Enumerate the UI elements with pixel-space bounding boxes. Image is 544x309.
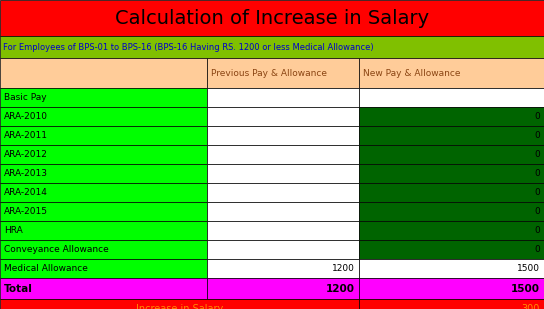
Bar <box>207 88 359 107</box>
Text: 0: 0 <box>534 188 540 197</box>
Bar <box>0 240 207 259</box>
Bar <box>207 259 359 278</box>
Bar <box>207 183 359 202</box>
Bar <box>0 259 207 278</box>
Bar <box>359 202 544 221</box>
Bar <box>207 126 359 145</box>
Text: Total: Total <box>4 283 33 294</box>
Text: 1500: 1500 <box>517 264 540 273</box>
Text: 1200: 1200 <box>326 283 355 294</box>
Text: 0: 0 <box>534 112 540 121</box>
Bar <box>359 278 544 299</box>
Bar <box>207 278 359 299</box>
Bar <box>207 221 359 240</box>
Text: Medical Allowance: Medical Allowance <box>4 264 88 273</box>
Bar <box>207 202 359 221</box>
Text: 0: 0 <box>534 226 540 235</box>
Bar <box>207 58 359 88</box>
Bar <box>0 107 207 126</box>
Bar <box>0 164 207 183</box>
Bar <box>207 145 359 164</box>
Text: ARA-2014: ARA-2014 <box>4 188 48 197</box>
Bar <box>359 259 544 278</box>
Bar <box>359 88 544 107</box>
Bar <box>0 183 207 202</box>
Bar <box>359 126 544 145</box>
Bar <box>207 240 359 259</box>
Text: Basic Pay: Basic Pay <box>4 93 47 102</box>
Bar <box>0 0 544 36</box>
Bar <box>0 36 544 58</box>
Bar <box>0 202 207 221</box>
Text: 0: 0 <box>534 150 540 159</box>
Text: 300: 300 <box>521 304 540 309</box>
Bar <box>207 107 359 126</box>
Text: 0: 0 <box>534 207 540 216</box>
Text: ARA-2013: ARA-2013 <box>4 169 48 178</box>
Text: Conveyance Allowance: Conveyance Allowance <box>4 245 109 254</box>
Text: 0: 0 <box>534 169 540 178</box>
Bar <box>0 145 207 164</box>
Bar <box>359 221 544 240</box>
Bar <box>359 145 544 164</box>
Bar <box>0 88 207 107</box>
Bar <box>359 164 544 183</box>
Bar <box>359 240 544 259</box>
Text: ARA-2012: ARA-2012 <box>4 150 48 159</box>
Bar <box>0 278 207 299</box>
Text: Increase in Salary: Increase in Salary <box>136 304 223 309</box>
Bar <box>0 126 207 145</box>
Bar <box>0 58 207 88</box>
Text: For Employees of BPS-01 to BPS-16 (BPS-16 Having RS. 1200 or less Medical Allowa: For Employees of BPS-01 to BPS-16 (BPS-1… <box>3 43 373 52</box>
Bar <box>359 299 544 309</box>
Text: 1500: 1500 <box>511 283 540 294</box>
Text: 0: 0 <box>534 245 540 254</box>
Text: 0: 0 <box>534 131 540 140</box>
Bar <box>359 183 544 202</box>
Bar <box>359 58 544 88</box>
Bar <box>0 221 207 240</box>
Bar <box>0 299 359 309</box>
Text: ARA-2015: ARA-2015 <box>4 207 48 216</box>
Text: Calculation of Increase in Salary: Calculation of Increase in Salary <box>115 9 429 28</box>
Bar <box>207 164 359 183</box>
Bar <box>359 107 544 126</box>
Text: Previous Pay & Allowance: Previous Pay & Allowance <box>211 69 327 78</box>
Text: ARA-2010: ARA-2010 <box>4 112 48 121</box>
Text: HRA: HRA <box>4 226 23 235</box>
Text: 1200: 1200 <box>332 264 355 273</box>
Text: ARA-2011: ARA-2011 <box>4 131 48 140</box>
Text: New Pay & Allowance: New Pay & Allowance <box>363 69 461 78</box>
